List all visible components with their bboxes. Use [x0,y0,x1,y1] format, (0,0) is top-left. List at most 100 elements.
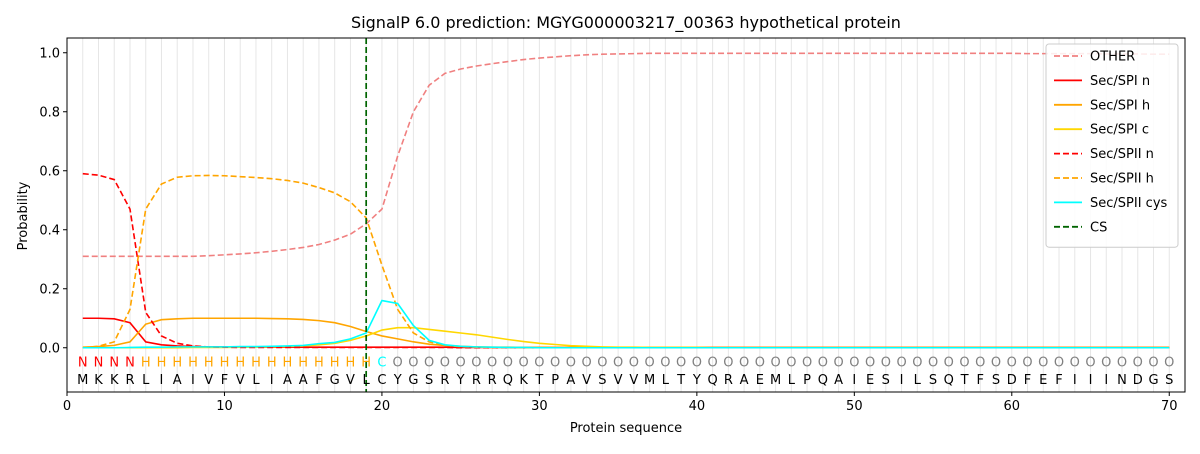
residue-letter: S [882,373,890,388]
region-label: O [944,356,954,371]
region-label: O [833,356,843,371]
region-label: H [157,356,167,371]
residue-letter: I [1089,373,1093,388]
plot-frame [66,37,1186,393]
region-label: O [1148,356,1158,371]
residue-letter: N [1117,373,1127,388]
residue-letter: C [377,373,386,388]
region-label: H [188,356,198,371]
residue-letter: K [519,373,528,388]
region-label: O [408,356,418,371]
region-label: O [818,356,828,371]
residue-letter: I [191,373,195,388]
region-label: O [440,356,450,371]
grid-lines [82,38,1170,392]
region-label: H [361,356,371,371]
series-line-sec-spi-n [82,317,1170,349]
series-line-other [82,52,1170,258]
residue-letter: A [740,373,749,388]
y-tick-label: 0.0 [39,341,60,356]
region-label: O [975,356,985,371]
region-label: O [1038,356,1048,371]
legend-label: Sec/SPI c [1090,123,1149,138]
residue-letter: L [363,373,371,388]
residue-letter: E [756,373,764,388]
region-label: O [1085,356,1095,371]
region-label: O [1022,356,1032,371]
residue-letter: R [488,373,497,388]
residue-letter: R [125,373,134,388]
legend-label: Sec/SPI h [1090,98,1150,113]
residue-letter: S [1165,373,1173,388]
region-label: H [251,356,261,371]
residue-letter: S [425,373,433,388]
region-label: O [881,356,891,371]
residue-letter: T [960,373,969,388]
residue-letter: T [676,373,685,388]
residue-letter: Q [818,373,828,388]
region-label: O [928,356,938,371]
legend-label: OTHER [1090,50,1135,65]
region-label: O [629,356,639,371]
region-label: O [597,356,607,371]
residue-letter: M [77,373,88,388]
region-label: H [314,356,324,371]
x-tick-label: 50 [846,399,863,414]
region-label: H [267,356,277,371]
region-label: H [220,356,230,371]
region-label: O [1117,356,1127,371]
region-label: O [1164,356,1174,371]
residue-letter: I [900,373,904,388]
residue-letter: V [236,373,245,388]
x-tick-label: 0 [63,399,71,414]
region-label: H [298,356,308,371]
residue-letter: K [110,373,119,388]
residue-letter: V [204,373,213,388]
x-axis-label: Protein sequence [570,421,682,436]
residue-letter: R [724,373,733,388]
region-label: O [1070,356,1080,371]
residue-letter: I [1073,373,1077,388]
residue-letter: R [472,373,481,388]
x-tick-label: 70 [1161,399,1178,414]
residue-letter: F [1024,373,1031,388]
residue-letter: A [173,373,182,388]
region-label: O [959,356,969,371]
residue-letter: L [914,373,922,388]
residue-letter: L [788,373,796,388]
residue-letter: M [644,373,655,388]
region-label: O [566,356,576,371]
residue-letter: I [1104,373,1108,388]
x-tick-label: 10 [216,399,233,414]
residue-letter: S [992,373,1000,388]
legend-label: Sec/SPII h [1090,172,1154,187]
region-label: N [94,356,104,371]
y-axis-label: Probability [16,181,31,250]
x-tick-label: 30 [531,399,548,414]
region-label: O [676,356,686,371]
legend-label: CS [1090,220,1107,235]
region-label: O [723,356,733,371]
residue-letter: A [299,373,308,388]
x-tick-label: 40 [689,399,706,414]
x-tick-label: 20 [374,399,391,414]
chart-title: SignalP 6.0 prediction: MGYG000003217_00… [351,13,901,33]
legend-label: Sec/SPI n [1090,74,1150,89]
y-tick-label: 0.4 [39,223,60,238]
region-label: H [204,356,214,371]
region-label: H [283,356,293,371]
region-label: O [645,356,655,371]
residue-letter: Q [944,373,954,388]
residue-letter: T [534,373,543,388]
residue-letter: V [346,373,355,388]
region-label: O [755,356,765,371]
region-label: O [393,356,403,371]
region-label: N [78,356,88,371]
residue-letter: S [929,373,937,388]
region-label: O [519,356,529,371]
residue-letter: I [270,373,274,388]
residue-letter: L [142,373,150,388]
residue-letter: V [614,373,623,388]
